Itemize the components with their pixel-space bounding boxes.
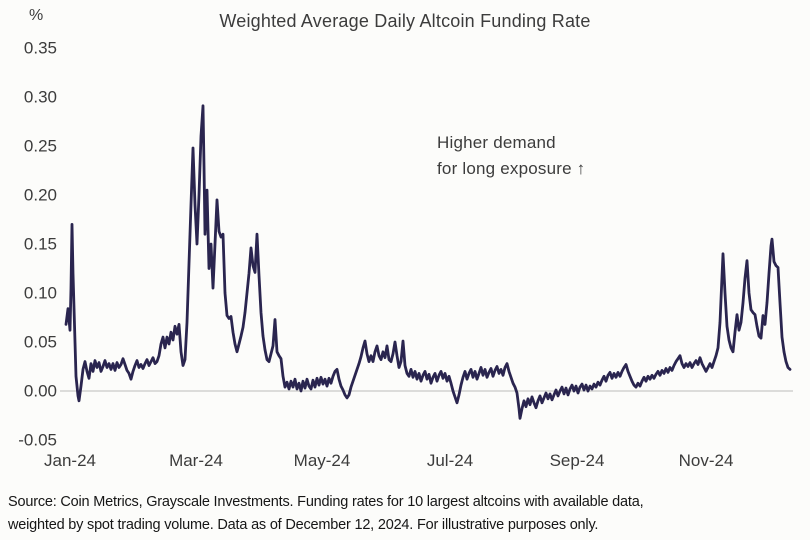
y-tick-label: 0.30 [24, 88, 57, 107]
y-tick-label: 0.35 [24, 39, 57, 58]
source-note: Source: Coin Metrics, Grayscale Investme… [8, 491, 804, 537]
x-tick-label: Mar-24 [169, 451, 223, 470]
x-tick-label: Nov-24 [679, 451, 734, 470]
x-tick-label: Jul-24 [427, 451, 473, 470]
y-tick-label: 0.20 [24, 186, 57, 205]
x-tick-label: Sep-24 [550, 451, 605, 470]
y-tick-label: 0.00 [24, 382, 57, 401]
y-tick-label: 0.05 [24, 333, 57, 352]
chart-annotation: Higher demand for long exposure ↑ [437, 130, 585, 182]
y-axis-unit-label: % [29, 7, 44, 24]
y-tick-label: 0.10 [24, 284, 57, 303]
annotation-line-1: Higher demand [437, 133, 556, 152]
x-tick-label: May-24 [294, 451, 351, 470]
annotation-line-2: for long exposure ↑ [437, 159, 586, 178]
funding-rate-line [64, 104, 792, 420]
source-line-1: Source: Coin Metrics, Grayscale Investme… [8, 494, 644, 510]
source-line-2: weighted by spot trading volume. Data as… [8, 517, 599, 533]
chart-title: Weighted Average Daily Altcoin Funding R… [219, 11, 591, 31]
y-tick-label: 0.15 [24, 235, 57, 254]
y-tick-label: -0.05 [18, 431, 57, 450]
x-tick-label: Jan-24 [44, 451, 96, 470]
funding-rate-chart: 0.35 0.30 0.25 0.20 0.15 0.10 0.05 0.00 -0.05Jan… [18, 39, 793, 470]
y-tick-label: 0.25 [24, 137, 57, 156]
